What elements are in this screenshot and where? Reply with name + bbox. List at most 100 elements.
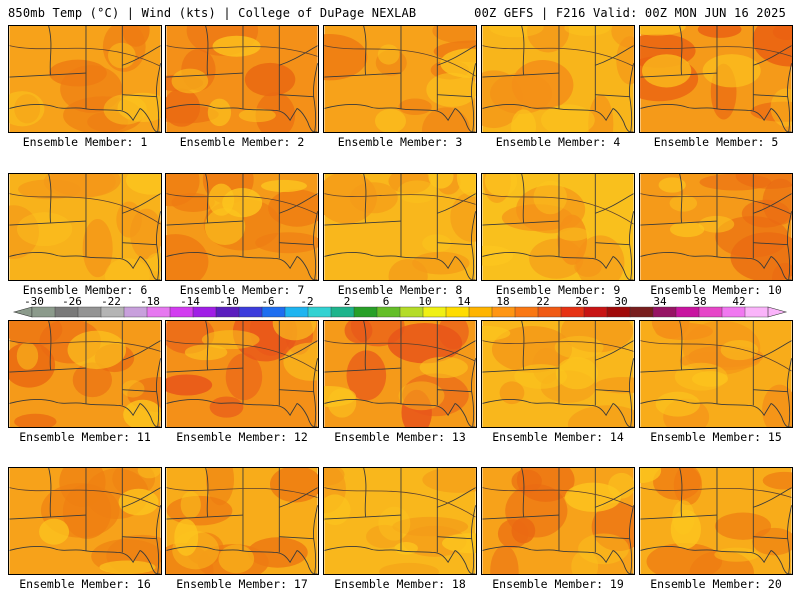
ensemble-member-label: Ensemble Member: 6 (22, 283, 148, 297)
temperature-field (482, 468, 634, 574)
colorbar-tick-label: 38 (693, 296, 706, 308)
temperature-field (640, 26, 792, 132)
colorbar-tick-label: -2 (300, 296, 313, 308)
temperature-colorbar: -30 -26 -22 -18 -14 -10 -6 -2 2 6 10 14 18 22 26 30 34 38… (12, 296, 788, 318)
ensemble-member-label: Ensemble Member: 7 (179, 283, 305, 297)
temperature-field (482, 26, 634, 132)
colorbar-tick-label: -30 (24, 296, 44, 308)
colorbar-swatch (744, 306, 769, 318)
colorbar-swatch (629, 306, 654, 318)
coastline-overlay (640, 468, 792, 574)
temperature-field (9, 468, 161, 574)
colorbar-swatch (146, 306, 171, 318)
temperature-field (324, 321, 476, 427)
ensemble-member-label: Ensemble Member: 15 (650, 430, 782, 444)
colorbar-tick-label: -10 (219, 296, 239, 308)
ensemble-member-label: Ensemble Member: 10 (650, 283, 782, 297)
ensemble-member-label: Ensemble Member: 12 (176, 430, 308, 444)
colorbar-tick-label: -18 (140, 296, 160, 308)
ensemble-member-map (639, 320, 793, 428)
ensemble-member-map (639, 25, 793, 133)
colorbar-swatch (445, 306, 470, 318)
ensemble-member-map (323, 467, 477, 575)
colorbar-swatch (169, 306, 194, 318)
colorbar-swatch (54, 306, 79, 318)
colorbar-tick-label: 10 (418, 296, 431, 308)
colorbar-tick-label: -26 (62, 296, 82, 308)
coastline-overlay (9, 321, 161, 427)
coastline-overlay (640, 321, 792, 427)
coastline-overlay (482, 26, 634, 132)
coastline-overlay (482, 321, 634, 427)
ensemble-member-map (165, 25, 319, 133)
ensemble-member-map (323, 320, 477, 428)
ensemble-member-map (481, 25, 635, 133)
coastline-overlay (9, 26, 161, 132)
temperature-field (482, 321, 634, 427)
temperature-field (9, 321, 161, 427)
temperature-field (324, 174, 476, 280)
temperature-field (324, 468, 476, 574)
colorbar-tick-label: 14 (457, 296, 471, 308)
coastline-overlay (640, 174, 792, 280)
ensemble-member-map (8, 173, 162, 281)
colorbar-tick-label: 34 (653, 296, 667, 308)
colorbar-swatch (514, 306, 539, 318)
colorbar-swatch (399, 306, 424, 318)
coastline-overlay (166, 321, 318, 427)
colorbar-swatch (215, 306, 240, 318)
colorbar-swatch (192, 306, 217, 318)
colorbar-swatch (307, 306, 332, 318)
colorbar-swatch (238, 306, 263, 318)
ensemble-member-label: Ensemble Member: 13 (334, 430, 466, 444)
ensemble-member-label: Ensemble Member: 4 (495, 135, 621, 149)
colorbar-tick-label: -22 (101, 296, 121, 308)
ensemble-member-label: Ensemble Member: 20 (650, 577, 782, 591)
colorbar-swatch (583, 306, 608, 318)
colorbar-swatch (606, 306, 631, 318)
ensemble-member-map (639, 467, 793, 575)
colorbar-swatch (261, 306, 286, 318)
coastline-overlay (324, 26, 476, 132)
coastline-overlay (640, 26, 792, 132)
coastline-overlay (166, 174, 318, 280)
ensemble-member-map (323, 173, 477, 281)
temperature-field (166, 174, 318, 280)
ensemble-member-map (639, 173, 793, 281)
colorbar-swatch (330, 306, 355, 318)
colorbar-swatch (31, 306, 56, 318)
ensemble-member-label: Ensemble Member: 11 (19, 430, 151, 444)
ensemble-member-label: Ensemble Member: 5 (653, 135, 779, 149)
temperature-field (9, 174, 161, 280)
coastline-overlay (482, 468, 634, 574)
temperature-field (166, 26, 318, 132)
coastline-overlay (324, 174, 476, 280)
colorbar-swatch (537, 306, 562, 318)
colorbar-tick-label: -6 (261, 296, 274, 308)
ensemble-member-map (323, 25, 477, 133)
ensemble-member-label: Ensemble Member: 8 (337, 283, 463, 297)
colorbar-swatch (675, 306, 700, 318)
temperature-field (640, 321, 792, 427)
temperature-field (166, 321, 318, 427)
colorbar-tick-label: 2 (344, 296, 351, 308)
ensemble-member-map (8, 467, 162, 575)
ensemble-member-label: Ensemble Member: 2 (179, 135, 305, 149)
ensemble-member-label: Ensemble Member: 18 (334, 577, 466, 591)
colorbar-tick-label: 42 (732, 296, 745, 308)
ensemble-member-label: Ensemble Member: 9 (495, 283, 621, 297)
colorbar-tick-label: 30 (614, 296, 627, 308)
colorbar-tick-label: -14 (180, 296, 200, 308)
temperature-field (640, 468, 792, 574)
ensemble-member-label: Ensemble Member: 17 (176, 577, 308, 591)
ensemble-member-map (481, 173, 635, 281)
temperature-field (640, 174, 792, 280)
colorbar-tick-label: 18 (496, 296, 509, 308)
ensemble-member-map (8, 320, 162, 428)
ensemble-member-label: Ensemble Member: 3 (337, 135, 463, 149)
colorbar-swatch (721, 306, 746, 318)
colorbar-swatch (123, 306, 148, 318)
colorbar-swatch (652, 306, 677, 318)
coastline-overlay (166, 26, 318, 132)
valid-time-label: 00Z GEFS | F216 Valid: 00Z MON JUN 16 20… (474, 6, 786, 20)
